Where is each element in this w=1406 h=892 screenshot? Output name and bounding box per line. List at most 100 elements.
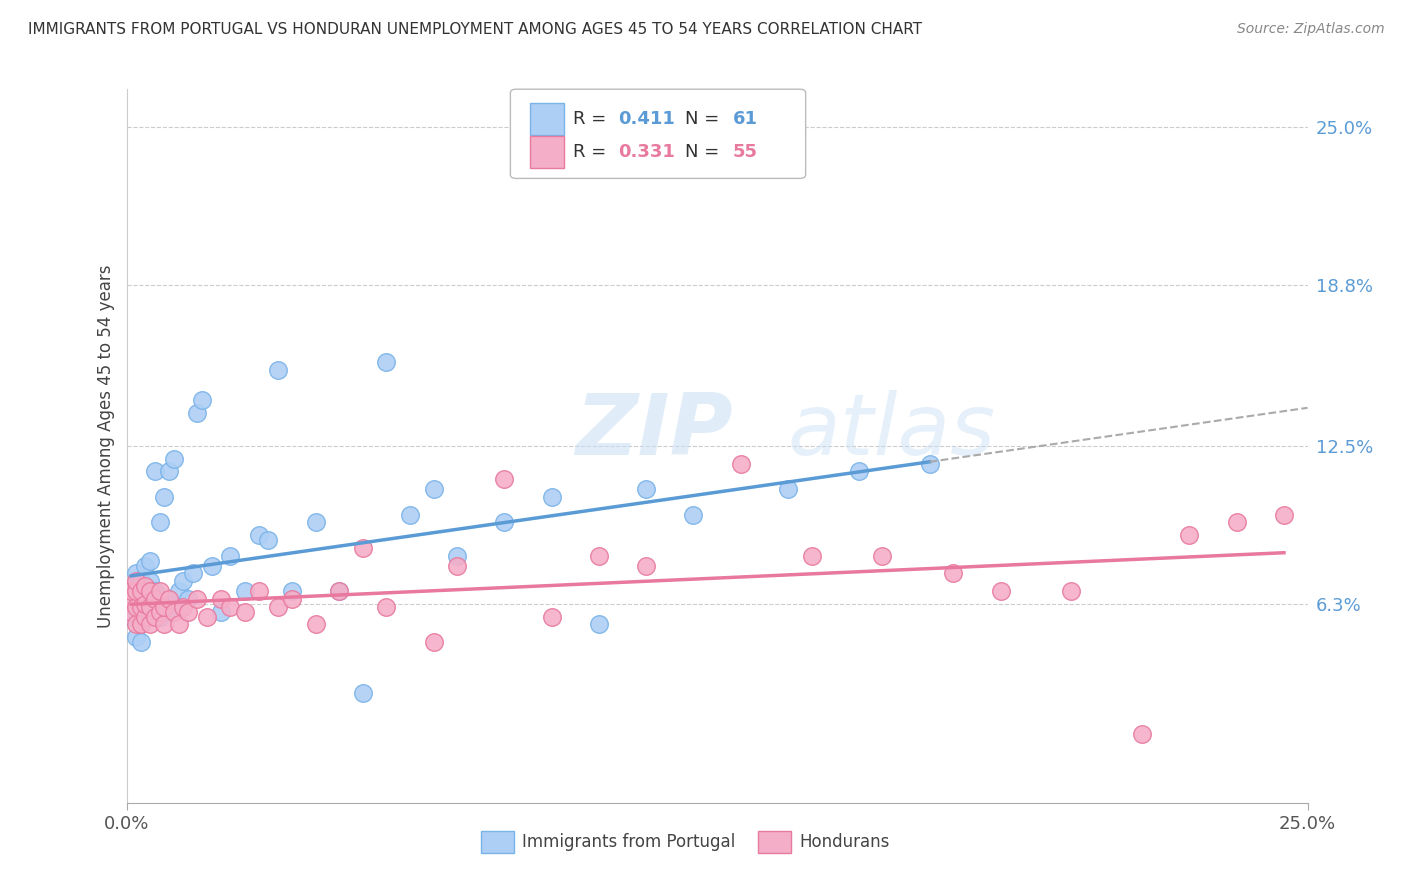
Point — [494, 472, 516, 486]
Point — [143, 591, 166, 606]
Point — [636, 483, 658, 497]
Point — [139, 554, 162, 568]
Point — [149, 591, 172, 606]
Point — [730, 457, 752, 471]
Point — [588, 549, 610, 563]
Point — [219, 549, 242, 563]
Point — [157, 591, 180, 606]
Point — [209, 605, 232, 619]
Point — [125, 584, 148, 599]
Point — [143, 584, 166, 599]
Point — [153, 490, 176, 504]
Point — [149, 584, 172, 599]
Point — [247, 584, 270, 599]
Point — [257, 533, 280, 548]
Point — [134, 597, 156, 611]
Point — [120, 584, 142, 599]
Point — [125, 566, 148, 581]
Text: ZIP: ZIP — [575, 390, 733, 474]
Point — [181, 566, 204, 581]
Text: Source: ZipAtlas.com: Source: ZipAtlas.com — [1237, 22, 1385, 37]
Point — [186, 591, 208, 606]
Text: atlas: atlas — [787, 390, 995, 474]
Point — [139, 574, 162, 588]
Point — [446, 549, 468, 563]
Point — [129, 617, 152, 632]
Text: 0.331: 0.331 — [617, 143, 675, 161]
Point — [139, 599, 162, 614]
Point — [149, 605, 172, 619]
Point — [494, 516, 516, 530]
Point — [157, 605, 180, 619]
Point — [134, 558, 156, 573]
Point — [129, 574, 152, 588]
Point — [219, 599, 242, 614]
Point — [304, 516, 326, 530]
Point — [1130, 727, 1153, 741]
Point — [267, 599, 290, 614]
Point — [352, 541, 374, 555]
Point — [281, 591, 304, 606]
Point — [139, 617, 162, 632]
Point — [848, 465, 870, 479]
Point — [247, 528, 270, 542]
Point — [125, 605, 148, 619]
Text: 55: 55 — [733, 143, 758, 161]
Bar — [530, 103, 564, 135]
Point — [120, 605, 142, 619]
Text: N =: N = — [685, 110, 725, 128]
Point — [129, 635, 152, 649]
Point — [540, 609, 562, 624]
Point — [163, 597, 186, 611]
Text: Immigrants from Portugal: Immigrants from Portugal — [522, 833, 735, 851]
Point — [233, 584, 256, 599]
Point — [1226, 516, 1249, 530]
Point — [375, 355, 398, 369]
Point — [129, 584, 152, 599]
Point — [125, 579, 148, 593]
Point — [682, 508, 704, 522]
Point — [120, 591, 142, 606]
Point — [129, 617, 152, 632]
Point — [125, 574, 148, 588]
Point — [918, 457, 941, 471]
Point — [125, 630, 148, 644]
Point — [872, 549, 894, 563]
Point — [177, 591, 200, 606]
Point — [134, 579, 156, 593]
Point — [1060, 584, 1083, 599]
Point — [125, 599, 148, 614]
Point — [172, 599, 194, 614]
Point — [191, 393, 214, 408]
Point — [588, 617, 610, 632]
Point — [186, 406, 208, 420]
Point — [139, 591, 162, 606]
Text: Hondurans: Hondurans — [800, 833, 890, 851]
Point — [446, 558, 468, 573]
Text: IMMIGRANTS FROM PORTUGAL VS HONDURAN UNEMPLOYMENT AMONG AGES 45 TO 54 YEARS CORR: IMMIGRANTS FROM PORTUGAL VS HONDURAN UNE… — [28, 22, 922, 37]
Point — [163, 451, 186, 466]
Point — [143, 609, 166, 624]
Point — [153, 597, 176, 611]
Point — [153, 617, 176, 632]
Point — [177, 605, 200, 619]
Point — [157, 465, 180, 479]
Y-axis label: Unemployment Among Ages 45 to 54 years: Unemployment Among Ages 45 to 54 years — [97, 264, 115, 628]
Point — [328, 584, 350, 599]
Bar — [758, 831, 792, 853]
Point — [134, 609, 156, 624]
Point — [200, 558, 222, 573]
Point — [1178, 528, 1201, 542]
Point — [281, 584, 304, 599]
Point — [120, 609, 142, 624]
Text: R =: R = — [574, 110, 612, 128]
Point — [195, 609, 218, 624]
Point — [776, 483, 799, 497]
Point — [209, 591, 232, 606]
Point — [139, 584, 162, 599]
Point — [134, 609, 156, 624]
Point — [129, 599, 152, 614]
Point — [134, 591, 156, 606]
Point — [167, 617, 190, 632]
Point — [167, 584, 190, 599]
